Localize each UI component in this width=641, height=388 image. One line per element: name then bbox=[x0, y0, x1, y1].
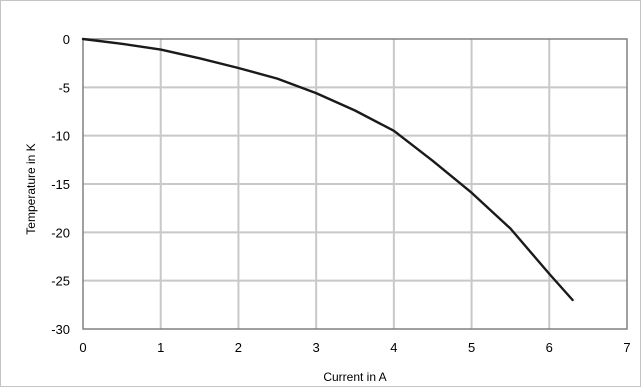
y-tick-label: -20 bbox=[51, 225, 70, 240]
x-tick-label: 3 bbox=[313, 340, 320, 355]
y-tick-label: -10 bbox=[51, 129, 70, 144]
y-tick-label: 0 bbox=[63, 32, 70, 47]
grid-layer bbox=[83, 39, 627, 329]
y-tick-label: -15 bbox=[51, 177, 70, 192]
y-tick-label: -25 bbox=[51, 274, 70, 289]
x-tick-label: 5 bbox=[468, 340, 475, 355]
x-tick-label: 1 bbox=[157, 340, 164, 355]
x-tick-label: 2 bbox=[235, 340, 242, 355]
series-line bbox=[81, 37, 574, 302]
x-axis-title: Current in A bbox=[323, 370, 386, 384]
plot-border bbox=[82, 38, 628, 330]
series-layer bbox=[81, 37, 574, 302]
x-tick-label: 7 bbox=[623, 340, 630, 355]
x-tick-label: 4 bbox=[390, 340, 397, 355]
y-tick-label: -5 bbox=[58, 80, 70, 95]
y-axis-title: Temperature in K bbox=[24, 143, 38, 234]
x-tick-label: 0 bbox=[79, 340, 86, 355]
y-tick-label: -30 bbox=[51, 322, 70, 337]
x-tick-label: 6 bbox=[546, 340, 553, 355]
tick-layer: 0 1 2 3 4 5 6 7 0 -5 -10 -15 -20 -25 -30 bbox=[51, 32, 630, 355]
